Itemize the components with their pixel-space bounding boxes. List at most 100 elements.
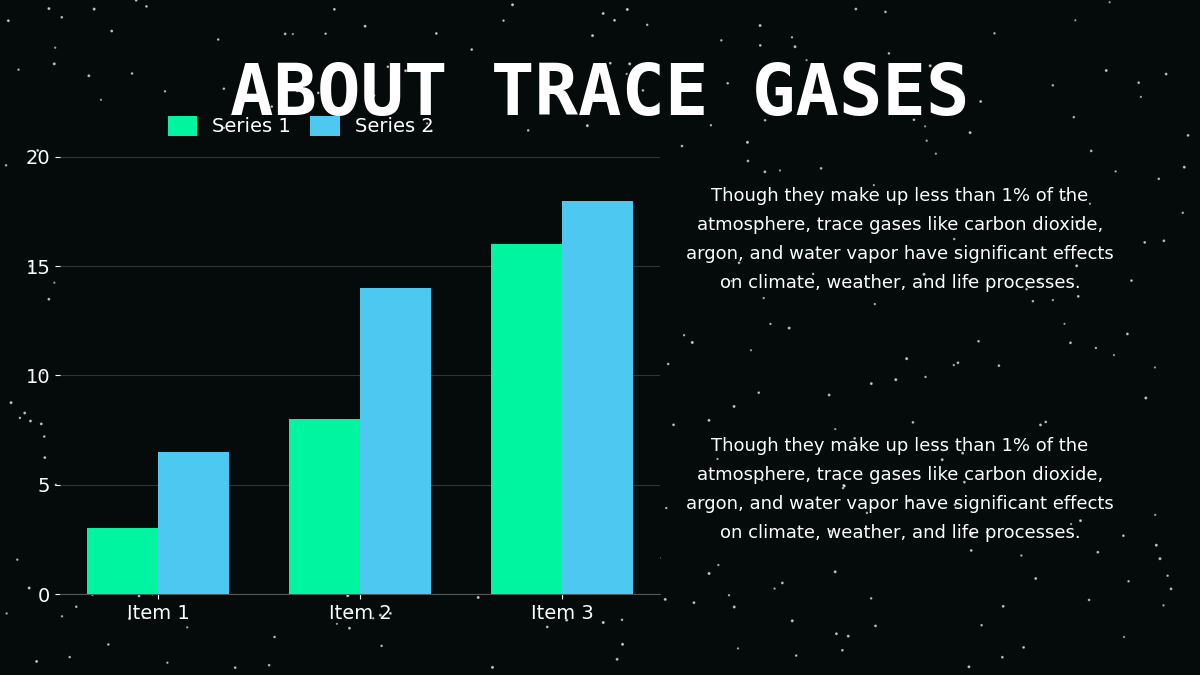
Point xyxy=(582,448,601,458)
Point xyxy=(262,101,281,112)
Point xyxy=(617,68,636,79)
Point xyxy=(960,128,979,138)
Point xyxy=(8,64,28,75)
Point xyxy=(992,652,1012,663)
Point xyxy=(1058,188,1078,199)
Point xyxy=(210,409,229,420)
Point xyxy=(864,180,883,190)
Point xyxy=(355,21,374,32)
Point xyxy=(46,479,65,490)
Point xyxy=(185,297,204,308)
Point xyxy=(649,194,668,205)
Point xyxy=(1114,531,1133,541)
Point xyxy=(1115,632,1134,643)
Point xyxy=(396,246,415,256)
Point xyxy=(866,620,886,631)
Point xyxy=(961,545,980,556)
Point xyxy=(209,34,228,45)
Point xyxy=(1067,216,1086,227)
Point xyxy=(750,216,769,227)
Point xyxy=(821,526,840,537)
Point xyxy=(509,537,528,548)
Point xyxy=(840,281,859,292)
Point xyxy=(1064,112,1084,123)
Point xyxy=(1132,92,1151,103)
Point xyxy=(900,495,919,506)
Point xyxy=(60,651,79,662)
Point xyxy=(833,645,852,655)
Point xyxy=(876,7,895,18)
Point xyxy=(712,35,731,46)
Point xyxy=(343,165,362,176)
Point xyxy=(683,337,702,348)
Point xyxy=(164,460,184,471)
Point xyxy=(914,269,934,279)
Point xyxy=(134,612,154,623)
Point xyxy=(19,583,38,593)
Point xyxy=(709,560,728,570)
Point xyxy=(491,245,510,256)
Point xyxy=(276,28,295,39)
Point xyxy=(614,380,634,391)
Point xyxy=(1080,595,1099,605)
Point xyxy=(198,327,217,338)
Point xyxy=(20,261,40,271)
Point xyxy=(647,163,666,173)
Point xyxy=(577,120,596,131)
Point xyxy=(848,64,868,75)
Point xyxy=(1154,236,1174,246)
Point xyxy=(1118,576,1138,587)
Point xyxy=(1135,237,1154,248)
Point xyxy=(469,592,488,603)
Point xyxy=(371,610,390,620)
Point xyxy=(1055,319,1074,329)
Point xyxy=(108,543,127,554)
Point xyxy=(718,78,737,88)
Point xyxy=(96,407,115,418)
Point xyxy=(224,242,244,253)
Point xyxy=(708,454,727,464)
Point xyxy=(430,209,449,219)
Point xyxy=(1043,295,1062,306)
Point xyxy=(1129,78,1148,88)
Point xyxy=(482,662,502,673)
Text: Though they make up less than 1% of the
atmosphere, trace gases like carbon diox: Though they make up less than 1% of the … xyxy=(686,187,1114,292)
Point xyxy=(917,135,936,146)
Point xyxy=(865,298,884,309)
Point xyxy=(440,330,460,341)
Point xyxy=(103,402,122,412)
Point xyxy=(834,480,853,491)
Point xyxy=(1117,329,1136,340)
Point xyxy=(462,44,481,55)
Point xyxy=(229,136,248,147)
Point xyxy=(28,145,47,156)
Point xyxy=(364,613,383,624)
Point xyxy=(102,26,121,36)
Point xyxy=(289,337,308,348)
Point xyxy=(341,606,360,617)
Point xyxy=(400,121,419,132)
Point xyxy=(1097,65,1116,76)
Point xyxy=(316,28,335,39)
Point xyxy=(1174,207,1193,218)
Point xyxy=(107,204,126,215)
Point xyxy=(518,125,538,136)
Point xyxy=(20,416,40,427)
Point xyxy=(773,578,792,589)
Text: Though they make up less than 1% of the
atmosphere, trace gases like carbon diox: Though they make up less than 1% of the … xyxy=(686,437,1114,542)
Point xyxy=(316,284,335,295)
Point xyxy=(196,199,215,210)
Point xyxy=(720,590,739,601)
Point xyxy=(1146,510,1165,520)
Point xyxy=(1070,515,1090,526)
Point xyxy=(122,68,142,79)
Point xyxy=(432,256,451,267)
Point xyxy=(738,137,757,148)
Point xyxy=(250,211,269,222)
Point xyxy=(278,308,298,319)
Point xyxy=(264,313,283,324)
Point xyxy=(388,252,407,263)
Point xyxy=(904,417,923,428)
Point xyxy=(275,271,294,282)
Point xyxy=(91,95,110,105)
